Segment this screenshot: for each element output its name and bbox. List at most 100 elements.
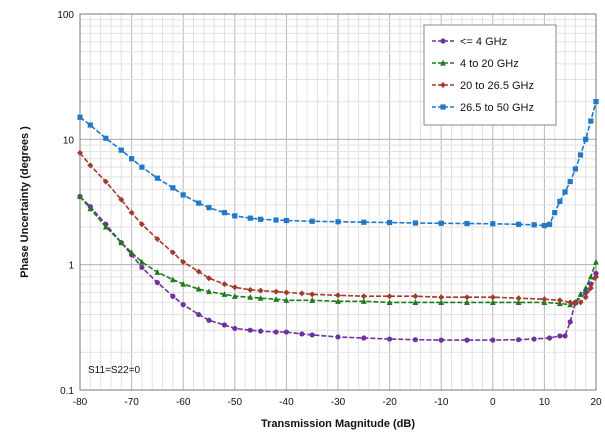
data-point [360, 293, 367, 300]
legend-label: 20 to 26.5 GHz [460, 80, 534, 92]
data-point [309, 291, 316, 298]
data-point [412, 220, 418, 226]
data-point [387, 336, 393, 342]
data-point [232, 325, 238, 332]
data-point [557, 333, 563, 339]
data-point [196, 311, 202, 318]
data-point [552, 210, 558, 216]
data-point [386, 293, 393, 300]
data-point [515, 295, 522, 302]
data-point [412, 293, 419, 300]
legend: <= 4 GHz 4 to 20 GHz 20 to 26.5 GHz 26.5 to… [423, 24, 557, 126]
tick-labels: -80 -70 -60 -50 -40 -30 -20 -10 0 10 20 0.1 1 10 100 [57, 10, 602, 408]
x-tick-label: -80 [73, 397, 88, 408]
data-point [386, 299, 393, 305]
data-point [196, 200, 202, 206]
data-point [489, 294, 496, 301]
x-tick-label: -20 [382, 397, 397, 408]
data-point [169, 249, 176, 256]
data-point [515, 299, 522, 305]
data-point [221, 291, 228, 297]
data-point [562, 333, 568, 339]
x-tick-label: -30 [331, 397, 346, 408]
legend-marker [440, 59, 446, 66]
data-point [587, 273, 594, 280]
data-point [546, 221, 553, 227]
data-point [77, 149, 83, 156]
data-point [531, 222, 537, 228]
data-point [583, 289, 589, 296]
data-point [283, 289, 290, 296]
data-point [118, 147, 124, 153]
data-point [360, 298, 367, 304]
data-point [206, 275, 212, 282]
y-tick-label: 100 [57, 10, 74, 21]
series-3 [77, 149, 599, 307]
y-tick-label: 10 [63, 135, 75, 146]
legend-label: 26.5 to 50 GHz [460, 102, 534, 114]
data-point [577, 291, 584, 297]
series-layer [77, 99, 599, 343]
data-point [582, 294, 589, 301]
data-point [438, 299, 445, 305]
x-axis-title: Transmission Magnitude (dB) [261, 418, 415, 430]
data-point [180, 192, 186, 198]
legend-marker [440, 104, 446, 110]
data-point [489, 299, 496, 305]
data-point [154, 175, 160, 181]
data-point [387, 219, 393, 226]
data-point [247, 327, 253, 333]
data-point [546, 335, 553, 341]
data-point [102, 223, 109, 230]
data-point [138, 221, 145, 228]
data-point [577, 152, 584, 158]
legend-marker [440, 82, 446, 88]
data-point [87, 162, 94, 169]
data-point [438, 337, 444, 343]
data-point [587, 285, 594, 292]
data-point [361, 219, 367, 225]
x-tick-label: -10 [434, 397, 449, 408]
data-point [593, 273, 599, 280]
x-tick-label: -40 [279, 397, 294, 408]
data-point [438, 294, 445, 301]
data-point [593, 258, 599, 265]
data-point [118, 239, 125, 246]
x-tick-label: 10 [539, 397, 551, 408]
data-point [361, 335, 367, 341]
data-point [257, 295, 264, 301]
data-point [588, 118, 594, 124]
data-point [128, 209, 135, 216]
data-point [257, 287, 264, 294]
data-point [221, 322, 228, 328]
data-point [180, 280, 187, 287]
data-point [139, 164, 145, 170]
data-point [221, 281, 228, 288]
data-point [139, 264, 145, 271]
data-point [180, 259, 187, 266]
data-point [593, 99, 599, 105]
data-point [593, 270, 599, 277]
data-point [247, 294, 254, 300]
data-point [583, 136, 589, 142]
data-point [129, 156, 135, 162]
data-point [180, 302, 186, 308]
data-point [102, 178, 109, 185]
data-point [139, 258, 145, 265]
data-point [77, 193, 83, 200]
data-point [103, 135, 109, 141]
data-point [541, 222, 547, 229]
data-point [273, 217, 279, 223]
y-tick-label: 0.1 [60, 386, 74, 397]
data-point [309, 297, 316, 303]
data-point [221, 210, 228, 216]
data-point [247, 215, 253, 221]
data-point [258, 328, 264, 334]
data-point [77, 114, 83, 120]
data-point [231, 284, 238, 291]
data-point [154, 279, 160, 286]
data-point [169, 276, 176, 283]
data-point [516, 337, 522, 343]
data-point [412, 337, 418, 343]
